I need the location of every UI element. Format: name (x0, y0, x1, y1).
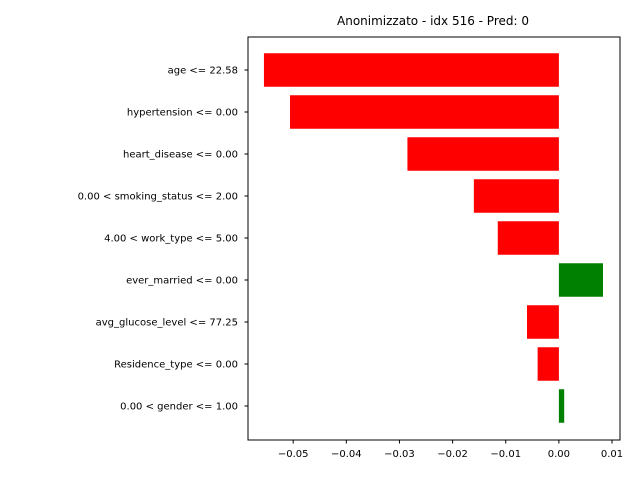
x-tick-label: −0.02 (437, 449, 468, 460)
bar (558, 263, 603, 297)
bar (558, 389, 565, 423)
x-tick-label: −0.01 (490, 449, 521, 460)
bar (407, 137, 559, 171)
bar (537, 347, 559, 381)
x-tick-label: −0.03 (384, 449, 415, 460)
plot-frame (247, 36, 621, 441)
x-ticks: −0.05 −0.04 −0.03 −0.02 −0.01 0.00 0.01 (278, 440, 623, 460)
x-tick-label: −0.05 (278, 449, 309, 460)
y-tick-labels: age <= 22.58 hypertension <= 0.00 heart_di… (78, 66, 248, 413)
y-tick-label: age <= 22.58 (168, 66, 238, 77)
bar (473, 179, 559, 213)
y-tick-label: 0.00 < gender <= 1.00 (120, 402, 238, 413)
y-tick-label: ever_married <= 0.00 (126, 276, 238, 287)
bar (527, 305, 559, 339)
x-tick-label: 0.00 (548, 449, 570, 460)
x-tick-label: 0.01 (601, 449, 623, 460)
chart-title: Anonimizzato - idx 516 - Pred: 0 (337, 14, 529, 28)
y-tick-label: avg_glucose_level <= 77.25 (96, 318, 238, 329)
bar (497, 221, 559, 255)
bar (289, 95, 559, 129)
x-tick-label: −0.04 (331, 449, 362, 460)
bar (263, 53, 559, 87)
y-tick-label: 4.00 < work_type <= 5.00 (104, 234, 238, 245)
y-tick-label: 0.00 < smoking_status <= 2.00 (78, 192, 238, 203)
bars (263, 53, 603, 423)
y-tick-label: heart_disease <= 0.00 (123, 150, 238, 161)
y-tick-label: hypertension <= 0.00 (127, 108, 238, 119)
y-tick-label: Residence_type <= 0.00 (114, 360, 238, 371)
